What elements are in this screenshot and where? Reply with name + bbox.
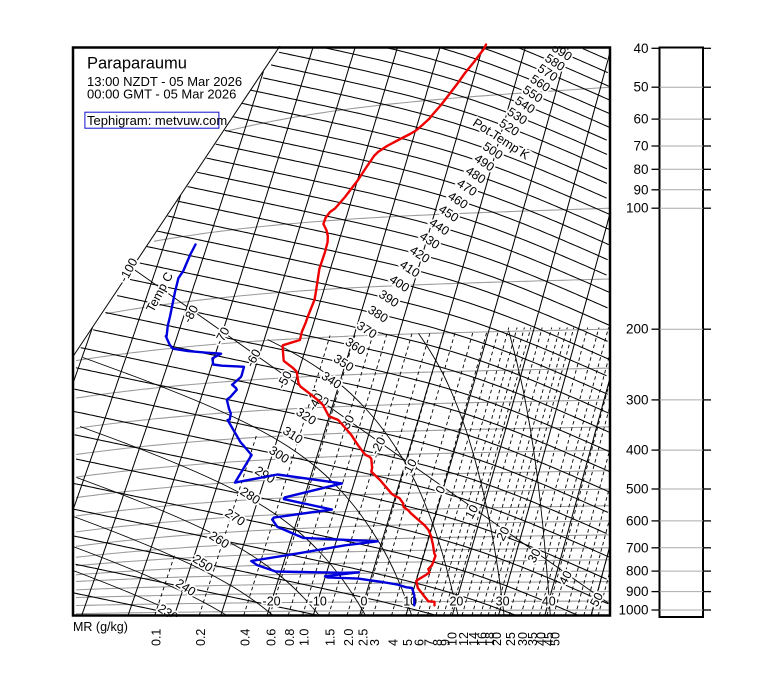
- svg-text:80: 80: [633, 162, 648, 177]
- svg-text:9: 9: [439, 639, 453, 646]
- svg-text:1.0: 1.0: [298, 629, 312, 646]
- svg-text:900: 900: [626, 584, 649, 599]
- svg-text:0.6: 0.6: [265, 629, 279, 646]
- svg-text:7: 7: [422, 639, 436, 646]
- svg-text:18: 18: [483, 632, 497, 646]
- svg-text:50: 50: [549, 632, 563, 646]
- svg-text:16: 16: [476, 632, 490, 646]
- svg-text:40: 40: [534, 632, 548, 646]
- svg-text:30: 30: [516, 632, 530, 646]
- svg-text:8: 8: [431, 639, 445, 646]
- svg-text:45: 45: [542, 632, 556, 646]
- svg-text:5: 5: [401, 639, 415, 646]
- svg-text:12: 12: [457, 632, 471, 646]
- svg-text:0.8: 0.8: [283, 629, 297, 646]
- svg-text:0.4: 0.4: [239, 629, 253, 646]
- svg-text:00:00 GMT - 05 Mar 2026: 00:00 GMT - 05 Mar 2026: [87, 87, 236, 102]
- svg-text:500: 500: [626, 482, 649, 497]
- svg-text:0.1: 0.1: [150, 629, 164, 646]
- svg-text:100: 100: [626, 201, 649, 216]
- svg-text:0: 0: [361, 595, 368, 609]
- svg-text:4: 4: [387, 639, 401, 646]
- svg-text:35: 35: [526, 632, 540, 646]
- svg-text:400: 400: [626, 443, 649, 458]
- svg-text:13:00 NZDT - 05 Mar 2026: 13:00 NZDT - 05 Mar 2026: [87, 74, 242, 89]
- svg-text:MR (g/kg): MR (g/kg): [73, 620, 128, 634]
- svg-text:14: 14: [467, 632, 481, 646]
- svg-text:600: 600: [626, 513, 649, 528]
- svg-text:10: 10: [445, 632, 459, 646]
- svg-text:700: 700: [626, 540, 649, 555]
- svg-text:90: 90: [633, 182, 648, 197]
- svg-text:300: 300: [626, 392, 649, 407]
- svg-text:200: 200: [626, 322, 649, 337]
- svg-text:70: 70: [633, 139, 648, 154]
- svg-text:800: 800: [626, 564, 649, 579]
- svg-text:25: 25: [504, 632, 518, 646]
- svg-text:2.0: 2.0: [342, 629, 356, 646]
- svg-text:Tephigram: metvuw.com: Tephigram: metvuw.com: [87, 113, 227, 128]
- svg-text:3: 3: [368, 639, 382, 646]
- svg-text:0.2: 0.2: [194, 629, 208, 646]
- svg-text:Paraparaumu: Paraparaumu: [87, 55, 187, 73]
- svg-text:1000: 1000: [618, 603, 648, 618]
- svg-text:2.5: 2.5: [356, 629, 370, 646]
- svg-text:-20: -20: [263, 595, 281, 609]
- svg-text:6: 6: [413, 639, 427, 646]
- svg-text:-10: -10: [309, 595, 327, 609]
- svg-text:20: 20: [449, 595, 463, 609]
- svg-text:60: 60: [633, 112, 648, 127]
- svg-text:30: 30: [496, 595, 510, 609]
- svg-text:40: 40: [633, 41, 648, 56]
- svg-text:50: 50: [633, 80, 648, 95]
- svg-text:40: 40: [542, 595, 556, 609]
- svg-text:20: 20: [490, 632, 504, 646]
- svg-text:1.5: 1.5: [324, 629, 338, 646]
